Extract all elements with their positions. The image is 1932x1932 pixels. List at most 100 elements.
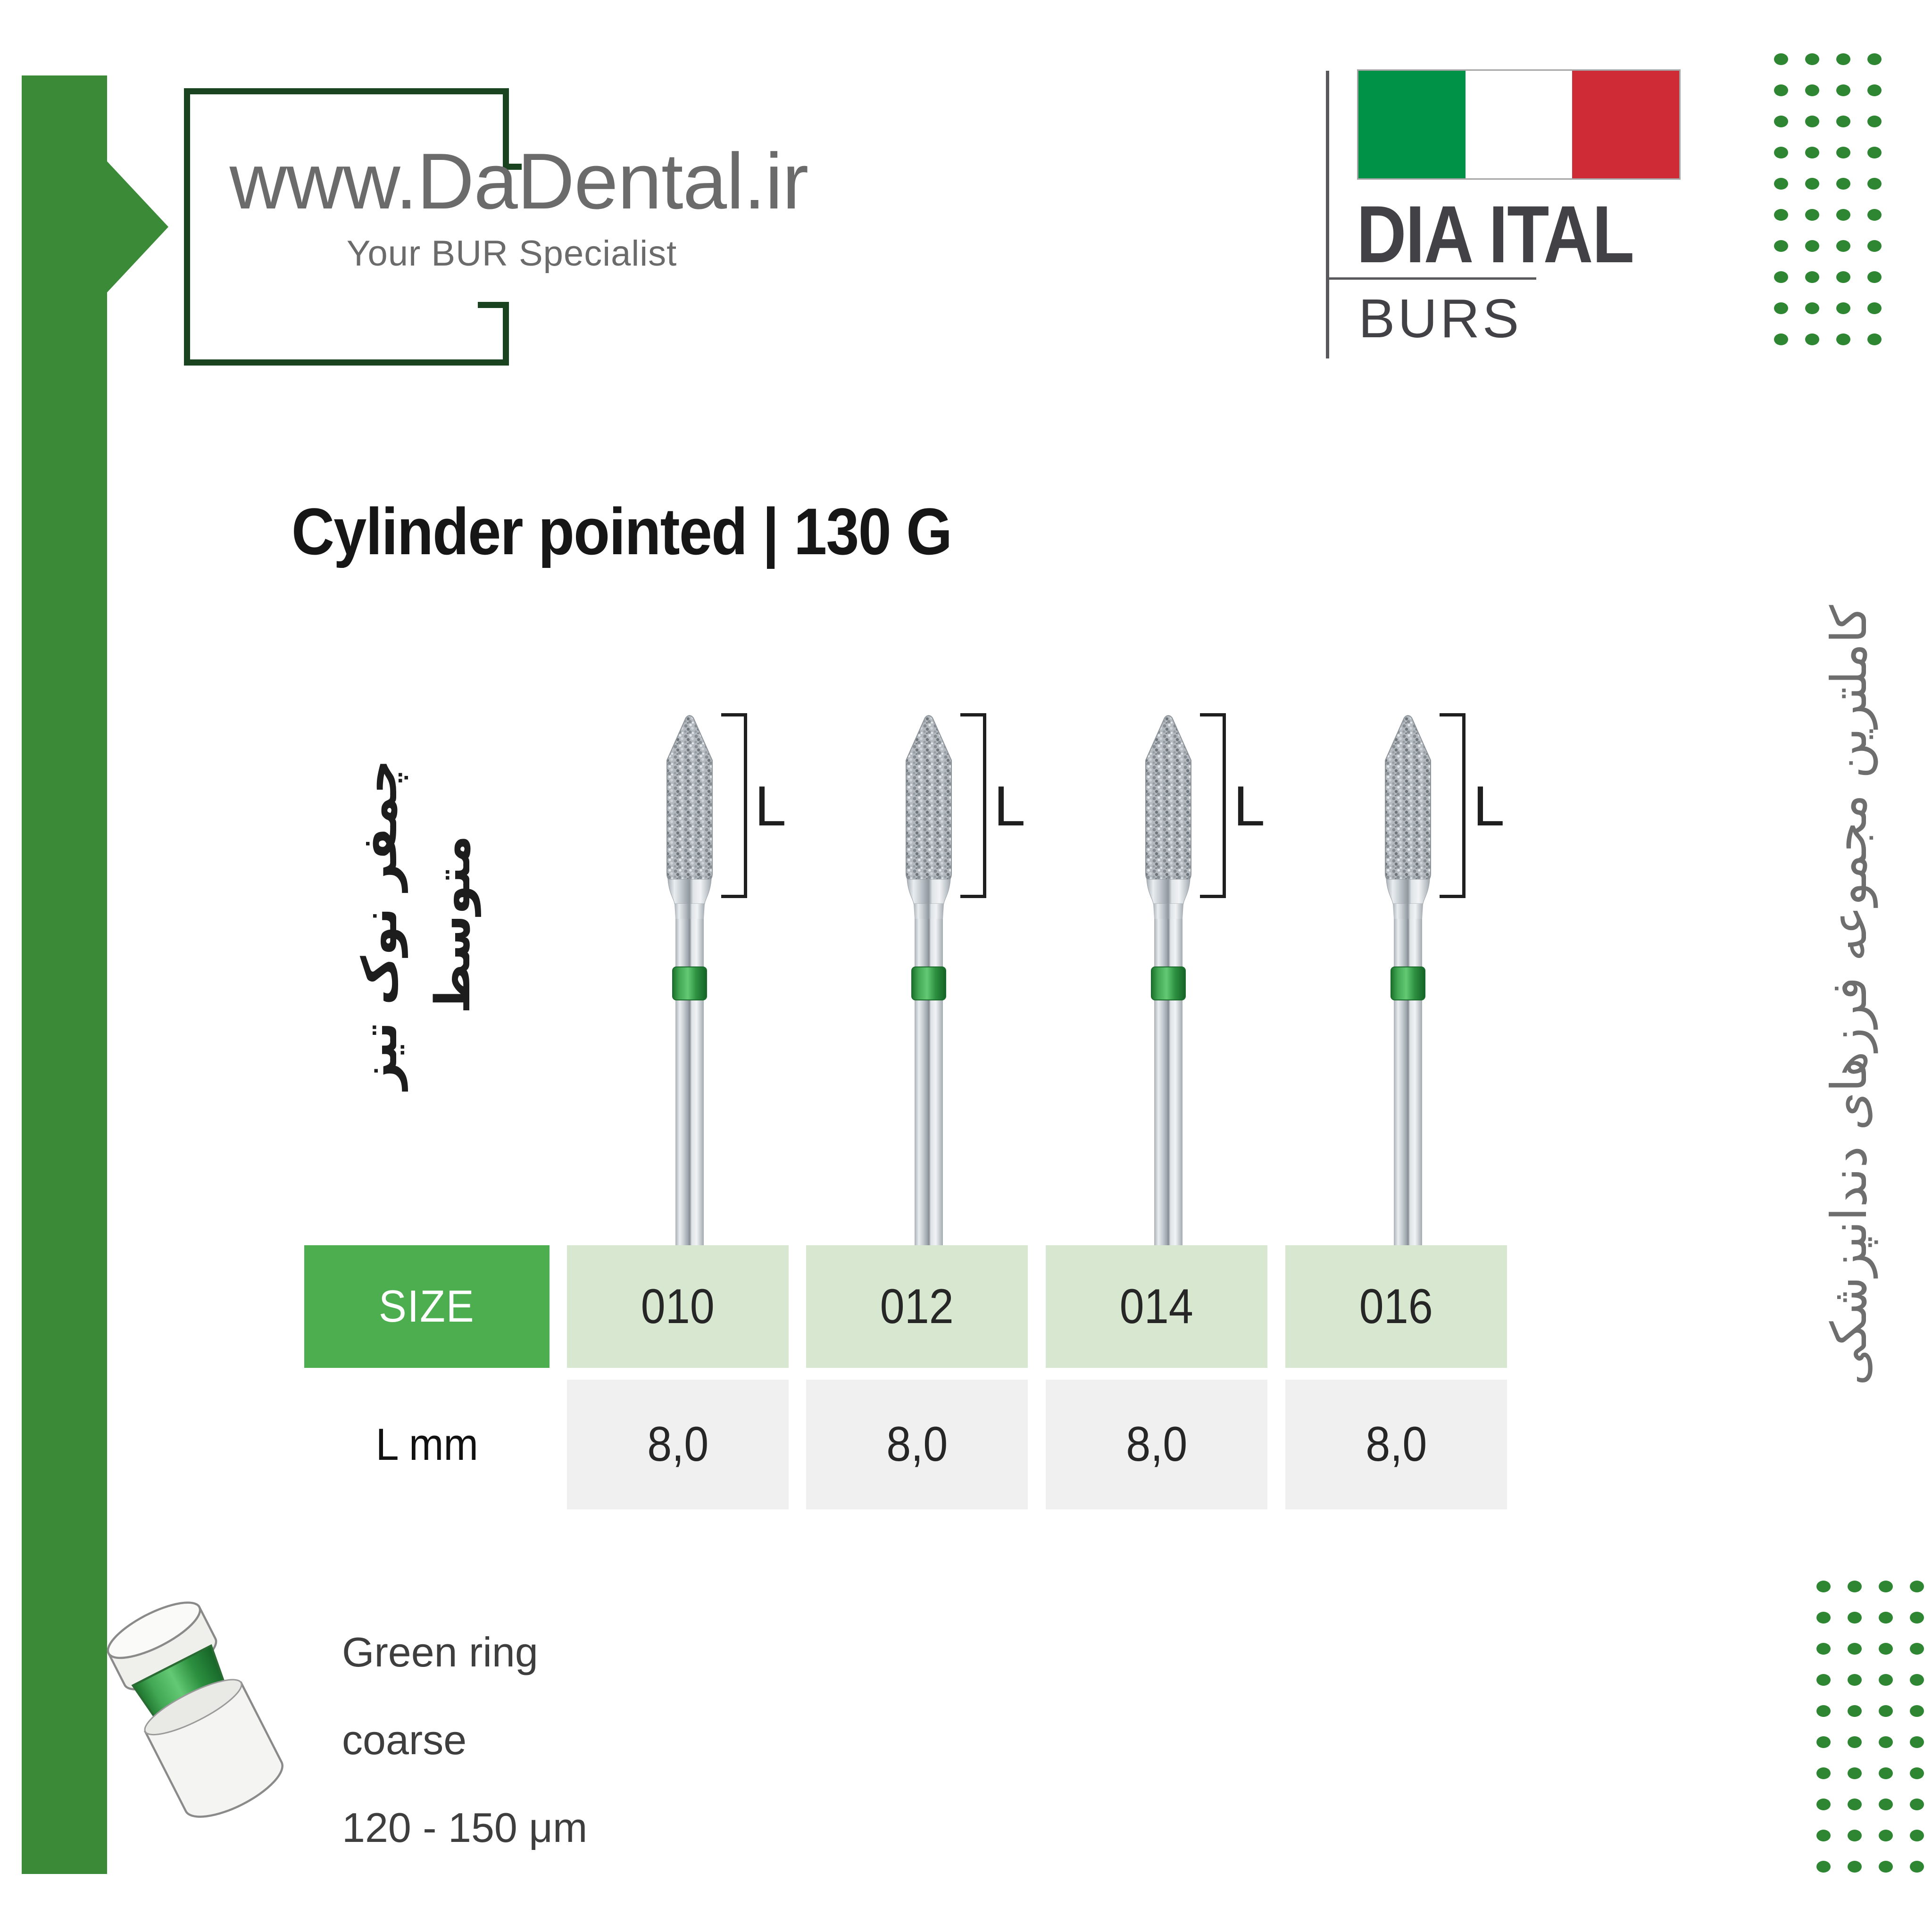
green-dot-icon — [1836, 147, 1850, 158]
green-dot-icon — [1848, 1643, 1862, 1655]
green-dot-icon — [1805, 116, 1819, 127]
bur-type-line1: چمفر نوک تیز — [352, 759, 408, 1090]
green-dot-icon — [1836, 302, 1850, 314]
bur-illustration — [1361, 713, 1455, 1245]
table-cell-lmm-2: 8,0 — [806, 1380, 1028, 1509]
green-dot-icon — [1805, 209, 1819, 221]
green-dot-icon — [1879, 1736, 1893, 1748]
size-value: 014 — [1119, 1279, 1194, 1334]
length-symbol: L — [1473, 774, 1505, 838]
dot-grid-bottom-right — [1808, 1571, 1932, 1882]
length-bracket-top — [1200, 713, 1223, 716]
length-bracket-bottom — [721, 895, 744, 898]
green-dot-icon — [1879, 1612, 1893, 1624]
length-bracket — [983, 713, 986, 898]
logo-frame-left — [184, 88, 190, 366]
green-dot-icon — [1836, 178, 1850, 190]
length-value: 8,0 — [886, 1417, 948, 1472]
bur-illustration — [642, 713, 737, 1245]
green-dot-icon — [1816, 1705, 1831, 1717]
page-title: Cylinder pointed | 130 G — [291, 494, 952, 568]
green-dot-icon — [1848, 1674, 1862, 1686]
length-bracket — [744, 713, 747, 898]
size-header-label: SIZE — [379, 1281, 475, 1332]
green-dot-icon — [1848, 1581, 1862, 1592]
length-symbol: L — [994, 774, 1025, 838]
bur-illustration — [1121, 713, 1216, 1245]
table-header-size: SIZE — [304, 1245, 550, 1368]
green-dot-icon — [1774, 84, 1788, 96]
green-dot-icon — [1910, 1736, 1924, 1748]
green-dot-icon — [1805, 302, 1819, 314]
length-bracket-top — [960, 713, 983, 716]
green-ring-bur-icon — [107, 1601, 283, 1818]
green-dot-icon — [1910, 1767, 1924, 1779]
brand-name: DIA ITAL — [1357, 189, 1634, 280]
bur-type-label-persian: چمفر نوک تیز متوسط — [343, 653, 494, 1196]
left-ribbon-arrow-icon — [107, 161, 168, 293]
website-url: www.DaDental.ir — [229, 137, 809, 225]
bur-column-014: L — [1046, 713, 1267, 1245]
length-bracket — [1462, 713, 1466, 898]
website-tagline: Your BUR Specialist — [346, 233, 677, 274]
left-ribbon-bar — [22, 75, 107, 1874]
green-dot-icon — [1867, 178, 1882, 190]
flag-band-white — [1465, 71, 1573, 178]
green-dot-icon — [1816, 1612, 1831, 1624]
logo-frame-tick-bottom — [478, 302, 503, 308]
length-value: 8,0 — [1365, 1417, 1427, 1472]
legend-line-1: Green ring — [342, 1629, 538, 1675]
flag-band-red — [1572, 71, 1680, 178]
logo-frame-right-top — [503, 88, 509, 170]
logo-frame-top — [184, 88, 509, 94]
green-dot-icon — [1867, 116, 1882, 127]
size-value: 010 — [641, 1279, 715, 1334]
green-dot-icon — [1879, 1861, 1893, 1873]
green-dot-icon — [1774, 147, 1788, 158]
green-dot-icon — [1879, 1767, 1893, 1779]
length-bracket-bottom — [960, 895, 983, 898]
green-dot-icon — [1816, 1830, 1831, 1841]
green-dot-icon — [1816, 1643, 1831, 1655]
green-dot-icon — [1805, 178, 1819, 190]
green-dot-icon — [1816, 1581, 1831, 1592]
table-cell-lmm-1: 8,0 — [567, 1380, 789, 1509]
table-cell-size-2: 012 — [806, 1245, 1028, 1368]
green-dot-icon — [1848, 1736, 1862, 1748]
logo-frame-bottom — [184, 359, 509, 366]
green-dot-icon — [1836, 240, 1850, 252]
length-bracket-top — [721, 713, 744, 716]
green-dot-icon — [1805, 240, 1819, 252]
green-dot-icon — [1867, 53, 1882, 65]
italy-flag-icon — [1357, 69, 1681, 180]
green-dot-icon — [1910, 1705, 1924, 1717]
brand-subtitle: BURS — [1358, 288, 1522, 349]
green-dot-icon — [1848, 1767, 1862, 1779]
green-dot-icon — [1774, 53, 1788, 65]
green-dot-icon — [1879, 1799, 1893, 1810]
green-dot-icon — [1848, 1612, 1862, 1624]
green-dot-icon — [1774, 178, 1788, 190]
side-text-persian: کاملترین مجموعه فرزهای دندانپزشکی — [1820, 605, 1878, 1386]
green-dot-icon — [1774, 240, 1788, 252]
green-dot-icon — [1867, 147, 1882, 158]
green-dot-icon — [1910, 1612, 1924, 1624]
logo-frame-tick-top — [509, 164, 522, 170]
bur-column-016: L — [1285, 713, 1507, 1245]
green-dot-icon — [1836, 84, 1850, 96]
green-dot-icon — [1879, 1674, 1893, 1686]
bur-column-010: L — [567, 713, 789, 1245]
green-dot-icon — [1816, 1674, 1831, 1686]
green-dot-icon — [1848, 1861, 1862, 1873]
green-dot-icon — [1836, 333, 1850, 345]
green-dot-icon — [1805, 53, 1819, 65]
green-dot-icon — [1867, 333, 1882, 345]
green-dot-icon — [1816, 1861, 1831, 1873]
length-value: 8,0 — [647, 1417, 709, 1472]
lmm-header-label: L mm — [375, 1419, 478, 1470]
green-dot-icon — [1836, 209, 1850, 221]
flag-band-green — [1358, 71, 1466, 178]
length-bracket-top — [1440, 713, 1462, 716]
green-dot-icon — [1816, 1736, 1831, 1748]
bur-type-line2: متوسط — [425, 835, 481, 1014]
